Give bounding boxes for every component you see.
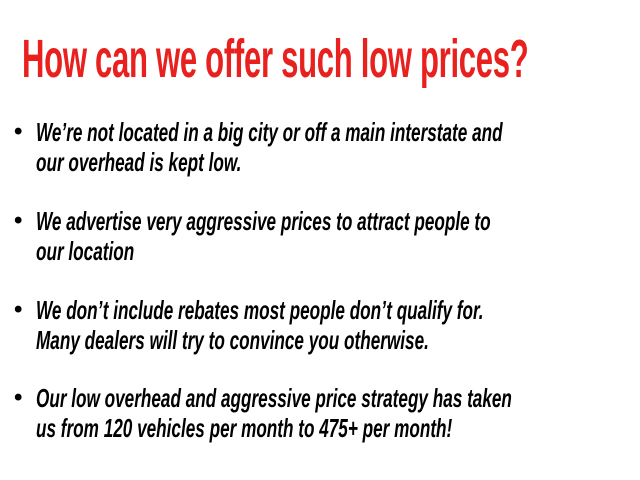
bullet-text: We advertise very aggressive prices to a… — [36, 206, 491, 236]
bullet-text: us from 120 vehicles per month to 475+ p… — [36, 413, 453, 443]
bullet-text: our location — [36, 236, 135, 266]
bullet-text: Many dealers will try to convince you ot… — [36, 325, 429, 355]
bullet-icon: • — [14, 384, 23, 411]
slide-title: How can we offer such low prices? — [22, 29, 529, 89]
bullet-text: We’re not located in a big city or off a… — [36, 117, 503, 147]
bullet-text: We don’t include rebates most people don… — [36, 295, 484, 325]
bullet-icon: • — [14, 296, 23, 323]
bullet-text: our overhead is kept low. — [36, 147, 242, 177]
bullet-icon: • — [14, 207, 23, 234]
bullet-icon: • — [14, 118, 23, 145]
bullet-text: Our low overhead and aggressive price st… — [36, 383, 512, 413]
